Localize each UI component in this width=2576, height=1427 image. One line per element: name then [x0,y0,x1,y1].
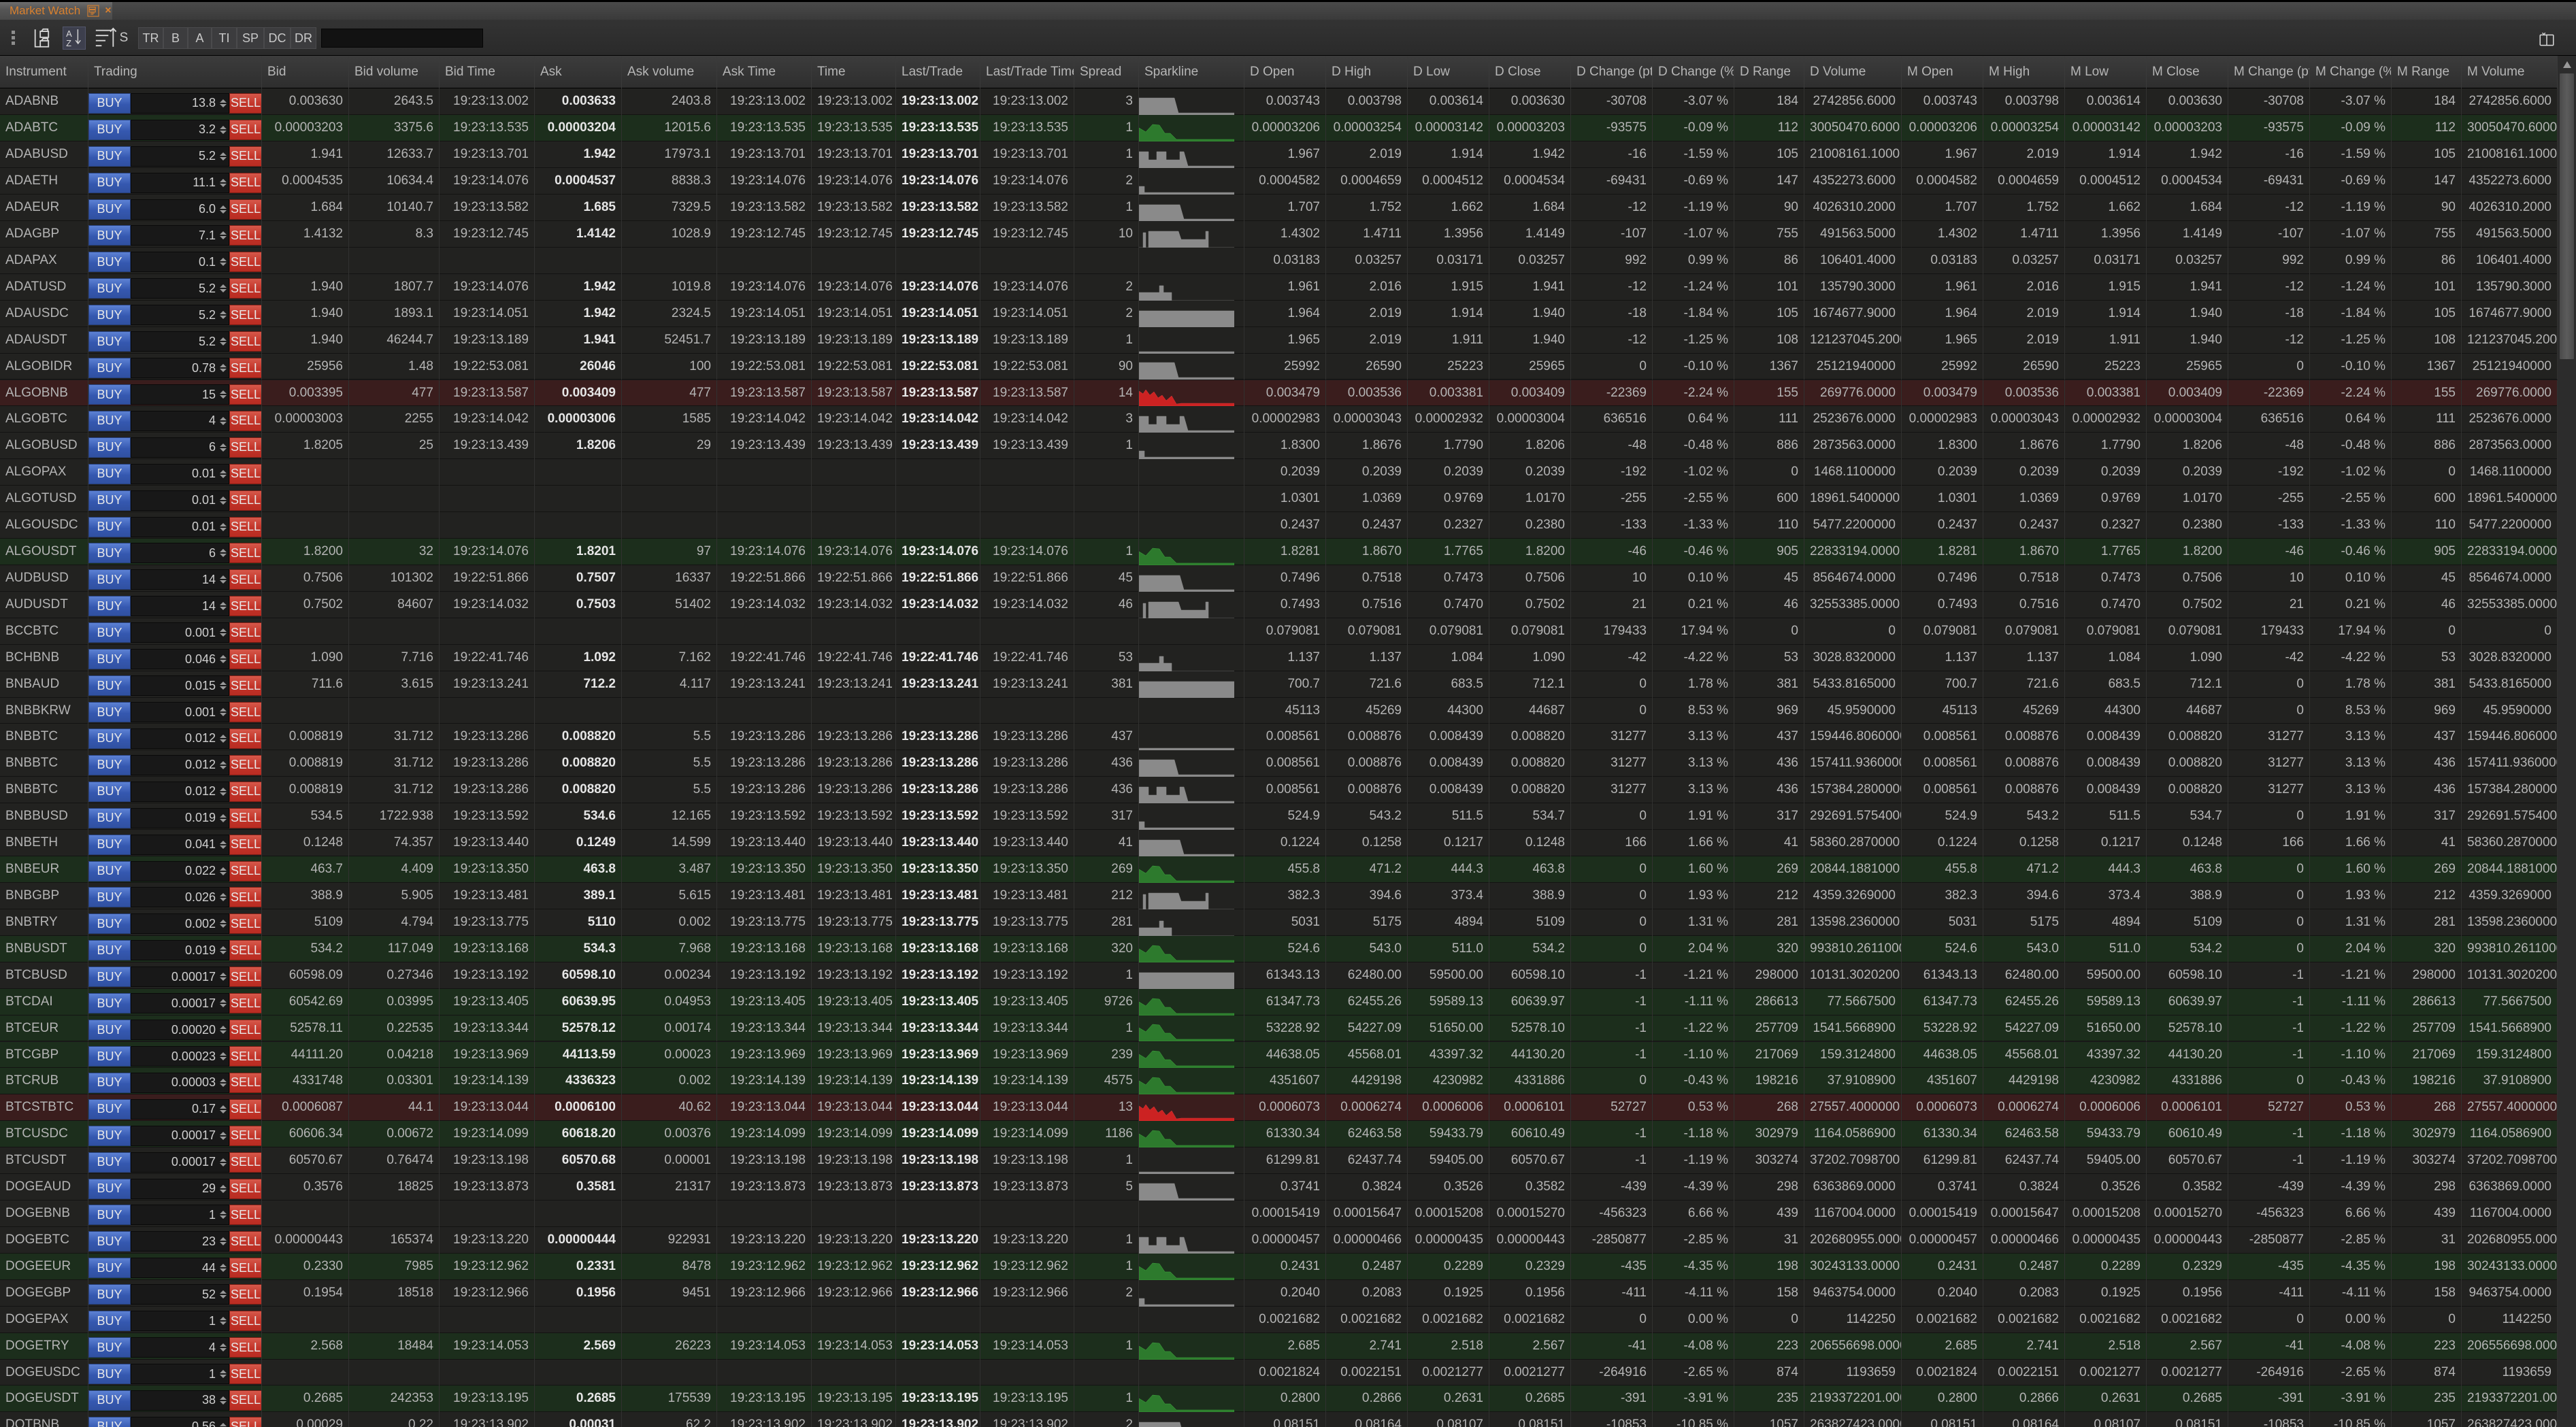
svg-text:Z: Z [66,38,71,48]
svg-text:A: A [66,29,72,39]
